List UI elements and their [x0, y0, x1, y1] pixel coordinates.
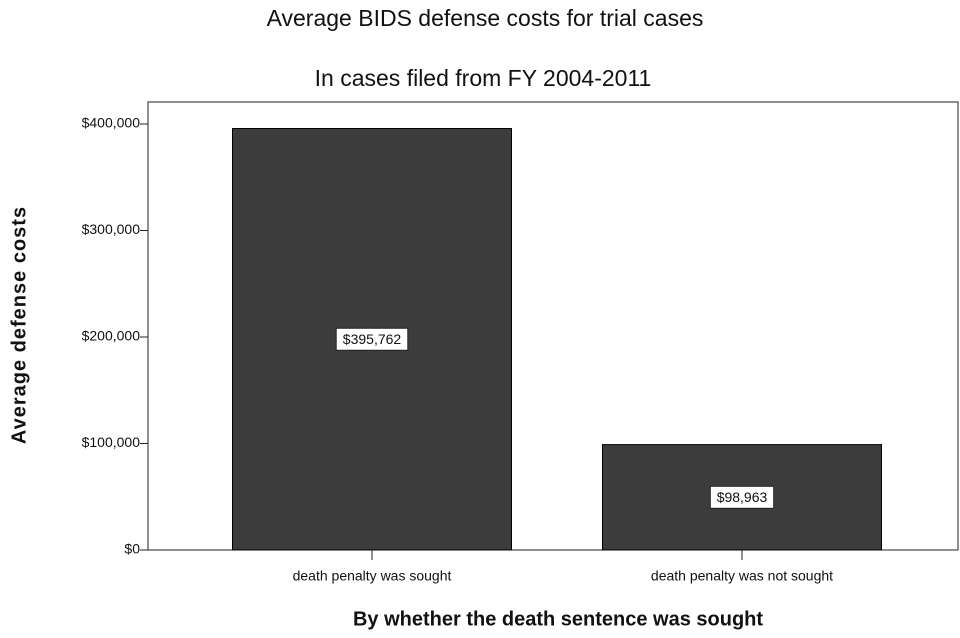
y-tick-label: $300,000 [82, 221, 141, 237]
y-tick-label: $100,000 [82, 434, 141, 450]
value-label-box [335, 327, 409, 351]
y-tick-label: $0 [124, 541, 140, 557]
chart-subtitle: In cases filed from FY 2004-2011 [315, 65, 652, 91]
y-tick-label: $200,000 [82, 328, 141, 344]
y-tick-label: $400,000 [82, 115, 141, 131]
x-axis-label: By whether the death sentence was sought [353, 608, 763, 630]
y-axis-label: Average defense costs [8, 206, 30, 444]
chart-title: Average BIDS defense costs for trial cas… [267, 5, 704, 31]
x-tick-label: death penalty was sought [293, 568, 452, 584]
value-label: $395,762 [343, 331, 402, 347]
x-tick-label: death penalty was not sought [651, 568, 833, 584]
value-label: $98,963 [717, 489, 768, 505]
value-label-box [709, 485, 775, 509]
